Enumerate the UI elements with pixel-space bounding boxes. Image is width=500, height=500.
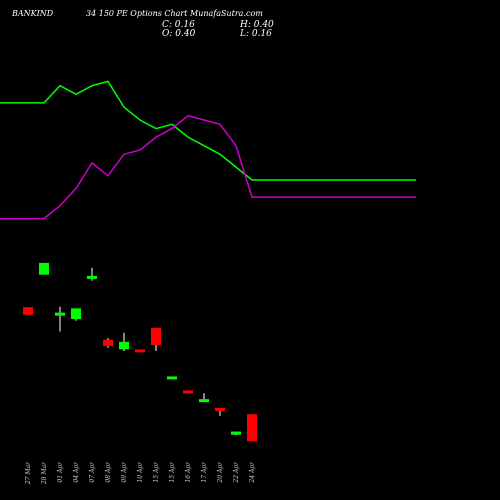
x-tick-label: 28 Mar bbox=[41, 461, 48, 485]
low-readout: L: 0.16 bbox=[239, 29, 272, 39]
candle bbox=[215, 407, 225, 416]
candle bbox=[103, 338, 113, 348]
candle bbox=[135, 349, 145, 353]
chart-symbol: BANKIND bbox=[11, 9, 54, 18]
x-tick-label: 27 Mar bbox=[25, 461, 32, 485]
candle bbox=[39, 262, 49, 275]
x-tick-label: 04 Apr bbox=[73, 461, 80, 483]
candle bbox=[23, 307, 33, 315]
candle bbox=[119, 332, 129, 351]
candle-body bbox=[23, 307, 33, 315]
x-tick-label: 07 Apr bbox=[89, 461, 96, 483]
candle bbox=[183, 390, 193, 394]
candle-body bbox=[183, 390, 193, 394]
high-readout: H: 0.40 bbox=[239, 20, 274, 30]
candle-body bbox=[39, 262, 49, 275]
x-tick-label: 17 Apr bbox=[201, 461, 208, 483]
candle-body bbox=[215, 407, 225, 411]
candle-body bbox=[151, 327, 161, 345]
candle bbox=[231, 431, 241, 436]
candle-body bbox=[87, 275, 97, 279]
candle-body bbox=[71, 308, 81, 320]
x-tick-label: 10 Apr bbox=[137, 461, 144, 483]
chart-subtitle: 34 150 PE Options Chart MunafaSutra.com bbox=[86, 9, 263, 18]
x-tick-label: 16 Apr bbox=[185, 461, 192, 483]
green-line bbox=[0, 80, 416, 181]
candle-body bbox=[167, 376, 177, 380]
candle bbox=[55, 306, 65, 332]
candle-body bbox=[103, 339, 113, 347]
candle bbox=[87, 267, 97, 281]
x-tick-label: 22 Apr bbox=[233, 461, 240, 484]
x-tick-label: 09 Apr bbox=[121, 461, 128, 483]
candle-body bbox=[55, 312, 65, 316]
close-readout: C: 0.16 bbox=[162, 20, 195, 30]
candle bbox=[71, 308, 81, 321]
x-tick-label: 15 Apr bbox=[169, 461, 176, 483]
x-tick-label: 01 Apr bbox=[57, 461, 64, 483]
candle-body bbox=[135, 349, 145, 353]
candle-body bbox=[199, 399, 209, 403]
candle bbox=[151, 327, 161, 351]
x-tick-label: 24 Apr bbox=[249, 461, 256, 484]
magenta-line bbox=[0, 114, 416, 220]
x-tick-label: 15 Apr bbox=[153, 461, 160, 483]
candle-body bbox=[231, 431, 241, 435]
candle bbox=[167, 376, 177, 380]
candle bbox=[199, 393, 209, 403]
candle-body bbox=[119, 341, 129, 350]
candle-body bbox=[247, 414, 257, 442]
x-axis-labels: 27 Mar 28 Mar 01 Apr 04 Apr 07 Apr 08 Apr 09 A… bbox=[25, 461, 256, 485]
open-readout: O: 0.40 bbox=[162, 29, 196, 39]
indicator-lines bbox=[0, 80, 416, 220]
x-tick-label: 08 Apr bbox=[105, 461, 112, 483]
candle bbox=[247, 414, 257, 442]
x-tick-label: 20 Apr bbox=[217, 461, 224, 484]
candlesticks bbox=[23, 262, 257, 442]
